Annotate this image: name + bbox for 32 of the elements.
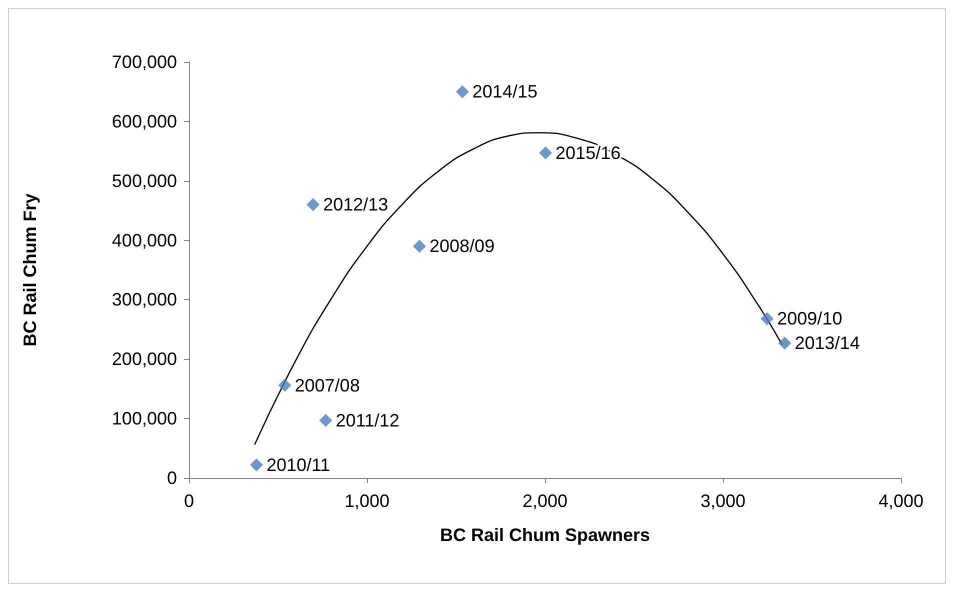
x-axis-title: BC Rail Chum Spawners: [440, 525, 650, 545]
x-tick-label: 2,000: [522, 491, 568, 511]
y-tick-label: 300,000: [112, 290, 177, 310]
point: [306, 198, 320, 212]
point: [413, 240, 426, 253]
point: [319, 414, 332, 427]
point: [456, 85, 469, 98]
y-tick-label: 600,000: [112, 111, 177, 132]
annotation: 2009/10: [777, 308, 842, 329]
point: [539, 146, 552, 160]
annotation: 2014/15: [472, 82, 538, 102]
y-tick-label: 0: [166, 468, 177, 488]
annotation: 2008/09: [430, 236, 495, 256]
point: [760, 312, 774, 326]
annotation: 2011/12: [336, 410, 400, 430]
y-tick-label: 700,000: [112, 52, 177, 72]
x-tick-label: 1,000: [344, 491, 390, 511]
y-tick-label: 400,000: [112, 230, 177, 250]
annotation: 2010/11: [266, 454, 330, 475]
x-tick-label: 3,000: [700, 491, 746, 511]
y-tick-label: 200,000: [112, 349, 177, 370]
point: [250, 458, 263, 472]
y-tick-label: 100,000: [112, 408, 177, 429]
x-tick-label: 0: [184, 491, 194, 511]
x-tick-label: 4,000: [878, 491, 924, 511]
y-axis-title: BC Rail Chum Fry: [20, 193, 40, 347]
annotation: 2007/08: [294, 375, 360, 396]
annotation: 2013/14: [794, 333, 860, 354]
point: [778, 336, 792, 350]
y-tick-label: 500,000: [112, 170, 177, 191]
annotation: 2012/13: [323, 194, 388, 215]
point: [278, 378, 292, 392]
